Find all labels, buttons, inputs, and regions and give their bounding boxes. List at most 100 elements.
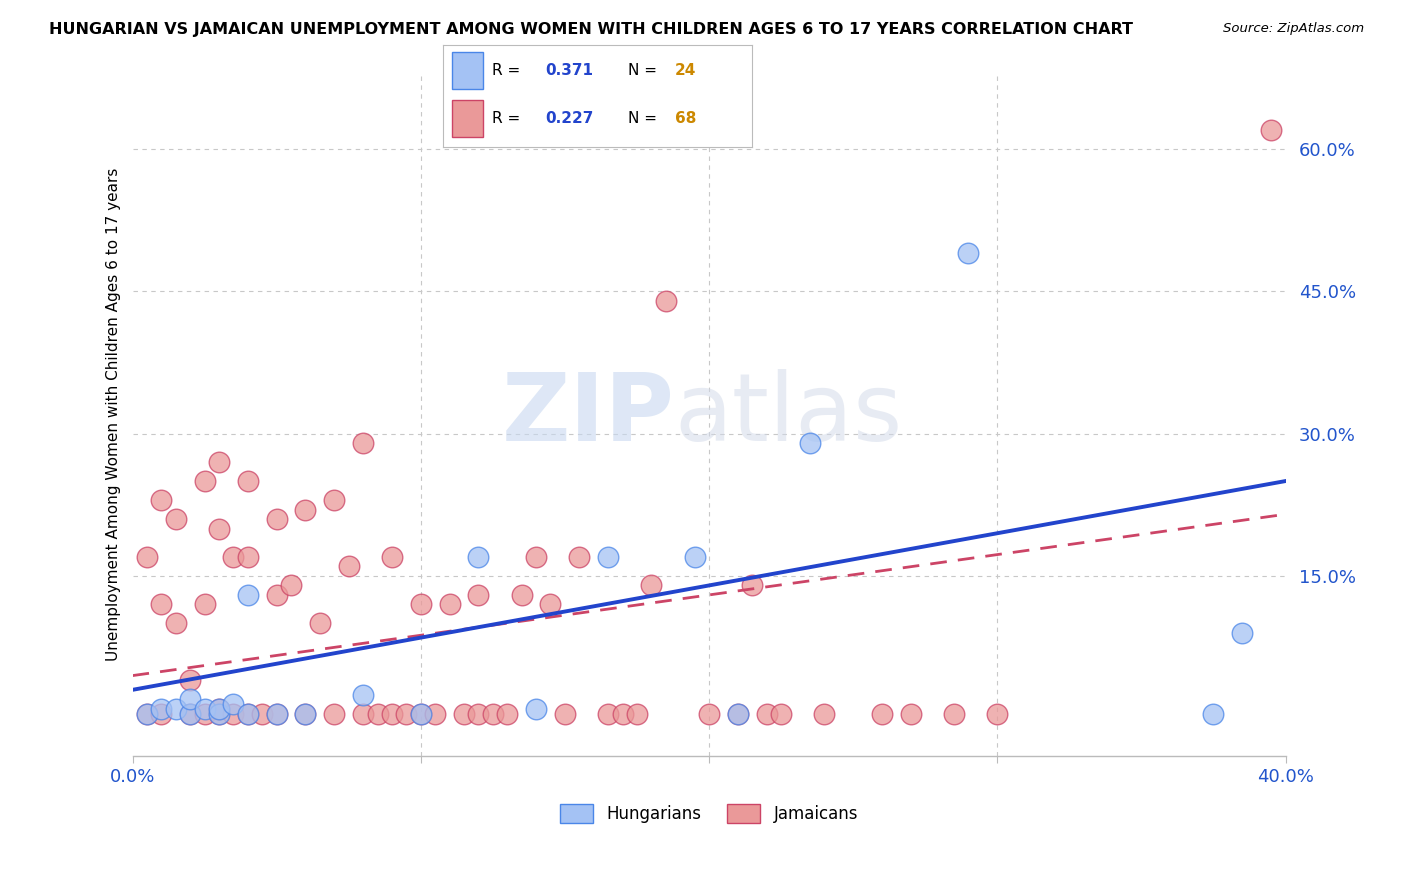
Point (208, 706, 231, 721)
Text: atlas: atlas (675, 368, 903, 460)
Point (1202, 706, 1225, 721)
Point (496, 706, 519, 721)
Point (250, 706, 273, 721)
Point (352, 688, 374, 702)
Point (409, 706, 432, 721)
Point (193, 598, 215, 612)
Point (150, 706, 173, 721)
Point (150, 493, 173, 508)
Point (179, 706, 201, 721)
Point (381, 549, 404, 564)
Point (439, 598, 461, 612)
Point (409, 598, 432, 612)
Point (208, 521, 231, 535)
Point (208, 702, 231, 716)
Point (135, 706, 157, 721)
Point (236, 474, 259, 488)
Point (482, 706, 505, 721)
Point (799, 436, 821, 450)
Point (510, 588, 533, 602)
Point (294, 502, 316, 516)
Point (986, 706, 1008, 721)
Point (467, 588, 489, 602)
Point (640, 578, 662, 592)
Point (165, 512, 187, 526)
Point (727, 706, 749, 721)
Y-axis label: Unemployment Among Women with Children Ages 6 to 17 years: Unemployment Among Women with Children A… (107, 168, 121, 661)
Point (337, 559, 360, 574)
Text: 24: 24 (675, 62, 696, 78)
Bar (453, 52, 484, 88)
Point (294, 706, 316, 721)
Text: R =: R = (492, 111, 520, 126)
Point (179, 673, 201, 688)
Point (208, 706, 231, 721)
Point (280, 578, 302, 592)
Point (266, 706, 288, 721)
Point (467, 549, 489, 564)
Point (612, 706, 634, 721)
Point (236, 706, 259, 721)
Point (222, 697, 245, 711)
Point (294, 706, 316, 721)
Text: N =: N = (628, 111, 658, 126)
Text: 68: 68 (675, 111, 696, 126)
Point (381, 706, 404, 721)
Text: 0.371: 0.371 (546, 62, 593, 78)
Point (193, 702, 215, 716)
Point (352, 436, 374, 450)
Point (266, 512, 288, 526)
Point (266, 588, 288, 602)
Point (900, 706, 922, 721)
Point (135, 549, 157, 564)
Point (409, 706, 432, 721)
Point (957, 246, 980, 260)
Point (323, 706, 346, 721)
Text: 0.227: 0.227 (546, 111, 593, 126)
Point (870, 706, 893, 721)
Point (179, 692, 201, 706)
Point (626, 706, 648, 721)
Point (697, 706, 720, 721)
Point (222, 549, 245, 564)
Text: Source: ZipAtlas.com: Source: ZipAtlas.com (1223, 22, 1364, 36)
Point (222, 706, 245, 721)
Point (193, 706, 215, 721)
Point (1232, 626, 1254, 640)
Point (236, 549, 259, 564)
Point (193, 474, 215, 488)
Point (236, 706, 259, 721)
Legend: Hungarians, Jamaicans: Hungarians, Jamaicans (560, 804, 858, 823)
Point (655, 293, 678, 308)
Point (467, 706, 489, 721)
Text: HUNGARIAN VS JAMAICAN UNEMPLOYMENT AMONG WOMEN WITH CHILDREN AGES 6 TO 17 YEARS : HUNGARIAN VS JAMAICAN UNEMPLOYMENT AMONG… (49, 22, 1133, 37)
Point (179, 706, 201, 721)
Point (683, 549, 706, 564)
Point (540, 598, 562, 612)
Point (395, 706, 418, 721)
Bar (453, 100, 484, 137)
Point (554, 706, 576, 721)
Point (208, 702, 231, 716)
Point (323, 493, 346, 508)
Point (598, 549, 620, 564)
Point (741, 578, 763, 592)
Point (352, 706, 374, 721)
Point (453, 706, 475, 721)
Text: N =: N = (628, 62, 658, 78)
Point (236, 588, 259, 602)
Point (208, 455, 231, 469)
Point (1260, 123, 1282, 137)
Point (150, 598, 173, 612)
Point (813, 706, 835, 721)
Point (165, 702, 187, 716)
Point (770, 706, 793, 721)
Point (524, 549, 547, 564)
Point (309, 616, 332, 631)
Point (425, 706, 447, 721)
Point (943, 706, 966, 721)
Point (524, 702, 547, 716)
Point (727, 706, 749, 721)
Text: ZIP: ZIP (502, 368, 675, 460)
Point (367, 706, 389, 721)
